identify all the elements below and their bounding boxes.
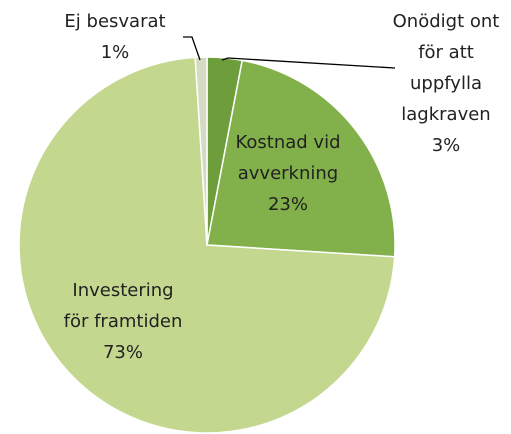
value-label: 1% <box>100 42 130 63</box>
value-label: 73% <box>102 342 143 363</box>
category-label: Ej besvarat <box>64 11 166 32</box>
pie-slice <box>194 56 208 246</box>
slice-label: Investering för framtiden 73% <box>58 275 188 368</box>
pie-slice <box>18 56 396 434</box>
slice-label: Ej besvarat 1% <box>40 6 190 68</box>
category-label: Onödigt ont för att uppfylla lagkraven <box>392 11 500 125</box>
leader-line <box>221 57 396 69</box>
leader-line <box>183 36 201 61</box>
category-label: Kostnad vid avverkning <box>235 132 341 184</box>
value-label: 23% <box>267 194 308 215</box>
value-label: 3% <box>431 135 461 156</box>
pie-slice <box>206 59 396 258</box>
slice-label: Onödigt ont för att uppfylla lagkraven 3… <box>385 6 507 161</box>
slice-label: Kostnad vid avverkning 23% <box>233 127 343 220</box>
category-label: Investering för framtiden <box>63 280 183 332</box>
